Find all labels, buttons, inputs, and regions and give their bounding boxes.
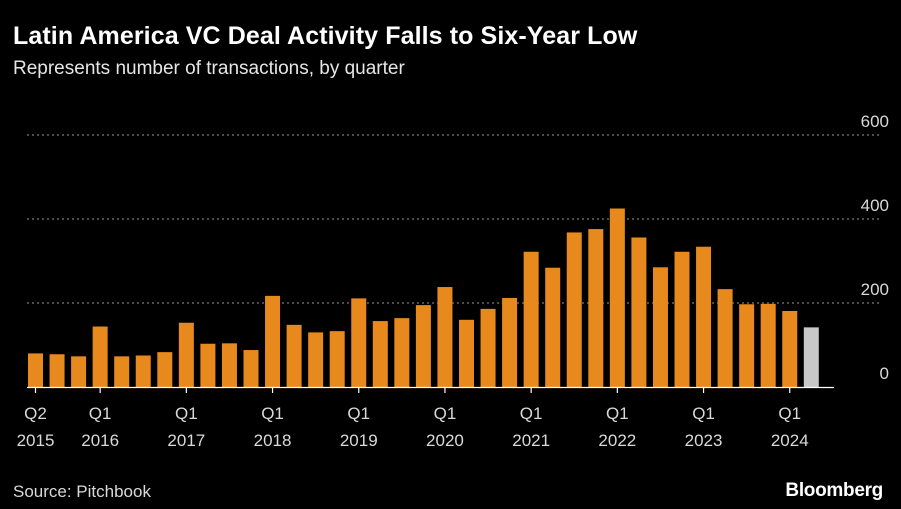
y-tick-label: 200 — [861, 280, 889, 299]
bar-q4-2016 — [157, 352, 173, 387]
gridlines — [27, 134, 882, 304]
bar-q3-2016 — [135, 355, 151, 387]
x-tick-year-label: 2022 — [598, 431, 636, 450]
x-tick-quarter-label: Q1 — [778, 404, 801, 423]
bar-q4-2019 — [415, 305, 431, 387]
x-tick-quarter-label: Q1 — [692, 404, 715, 423]
bar-q2-2024 — [803, 327, 819, 387]
x-tick-year-label: 2024 — [771, 431, 809, 450]
bar-q2-2023 — [717, 289, 733, 387]
bar-q1-2020 — [437, 287, 453, 387]
x-tick-year-label: 2023 — [685, 431, 723, 450]
bar-q2-2020 — [459, 319, 474, 387]
source-note: Source: Pitchbook — [13, 482, 151, 501]
bar-q3-2019 — [394, 318, 410, 387]
y-tick-label: 600 — [861, 112, 889, 131]
bar-q2-2015 — [28, 353, 43, 387]
bar-q3-2015 — [49, 354, 65, 387]
x-tick-year-label: 2021 — [512, 431, 550, 450]
bar-q3-2021 — [566, 232, 582, 387]
bar-q3-2020 — [480, 308, 496, 387]
x-tick-quarter-label: Q2 — [24, 404, 47, 423]
bar-q4-2020 — [502, 297, 518, 387]
bar-q1-2023 — [696, 246, 712, 387]
chart-subtitle: Represents number of transactions, by qu… — [13, 58, 405, 79]
bar-q2-2022 — [631, 237, 647, 387]
x-tick-quarter-label: Q1 — [89, 404, 112, 423]
x-axis — [27, 386, 834, 393]
bar-q3-2018 — [308, 332, 324, 387]
chart-title: Latin America VC Deal Activity Falls to … — [13, 22, 638, 50]
bar-q1-2019 — [351, 298, 367, 387]
x-tick-quarter-label: Q1 — [434, 404, 457, 423]
bar-q1-2021 — [523, 251, 539, 387]
x-tick-year-label: 2017 — [167, 431, 205, 450]
bar-q4-2018 — [329, 331, 345, 387]
x-tick-quarter-label: Q1 — [175, 404, 198, 423]
x-tick-year-label: 2015 — [17, 431, 55, 450]
x-tick-quarter-label: Q1 — [261, 404, 284, 423]
x-axis-ticks: Q2 2015 Q1 2016 Q1 2017 Q1 2018 Q1 2019 Q1 2020 Q1 20… — [17, 404, 809, 450]
x-tick-year-label: 2018 — [254, 431, 292, 450]
bar-q2-2017 — [200, 343, 216, 387]
x-tick-year-label: 2019 — [340, 431, 378, 450]
y-tick-label: 0 — [880, 364, 889, 383]
bar-q1-2016 — [92, 326, 108, 387]
bar-q4-2022 — [674, 251, 690, 387]
bar-q1-2017 — [178, 322, 194, 387]
x-tick-quarter-label: Q1 — [606, 404, 629, 423]
bar-q1-2018 — [265, 295, 281, 387]
bar-q2-2018 — [286, 324, 302, 387]
x-tick-quarter-label: Q1 — [347, 404, 370, 423]
y-tick-label: 400 — [861, 196, 889, 215]
bar-q3-2023 — [739, 304, 755, 387]
bloomberg-logo: Bloomberg — [785, 480, 883, 501]
bars — [28, 208, 819, 387]
bar-q1-2024 — [782, 310, 798, 387]
bar-q2-2016 — [114, 356, 130, 387]
bar-q3-2017 — [221, 343, 237, 387]
bar-q4-2021 — [588, 229, 604, 387]
bar-q2-2021 — [545, 267, 561, 387]
x-tick-year-label: 2016 — [81, 431, 119, 450]
bar-q1-2022 — [609, 208, 625, 387]
x-tick-year-label: 2020 — [426, 431, 464, 450]
y-axis-ticks: 0 200 400 600 — [861, 112, 889, 383]
bar-q2-2019 — [372, 321, 388, 387]
bar-q4-2023 — [760, 303, 776, 387]
bar-q4-2017 — [243, 350, 259, 387]
bar-q3-2022 — [652, 267, 668, 387]
bar-q4-2015 — [71, 356, 87, 387]
x-tick-quarter-label: Q1 — [520, 404, 543, 423]
